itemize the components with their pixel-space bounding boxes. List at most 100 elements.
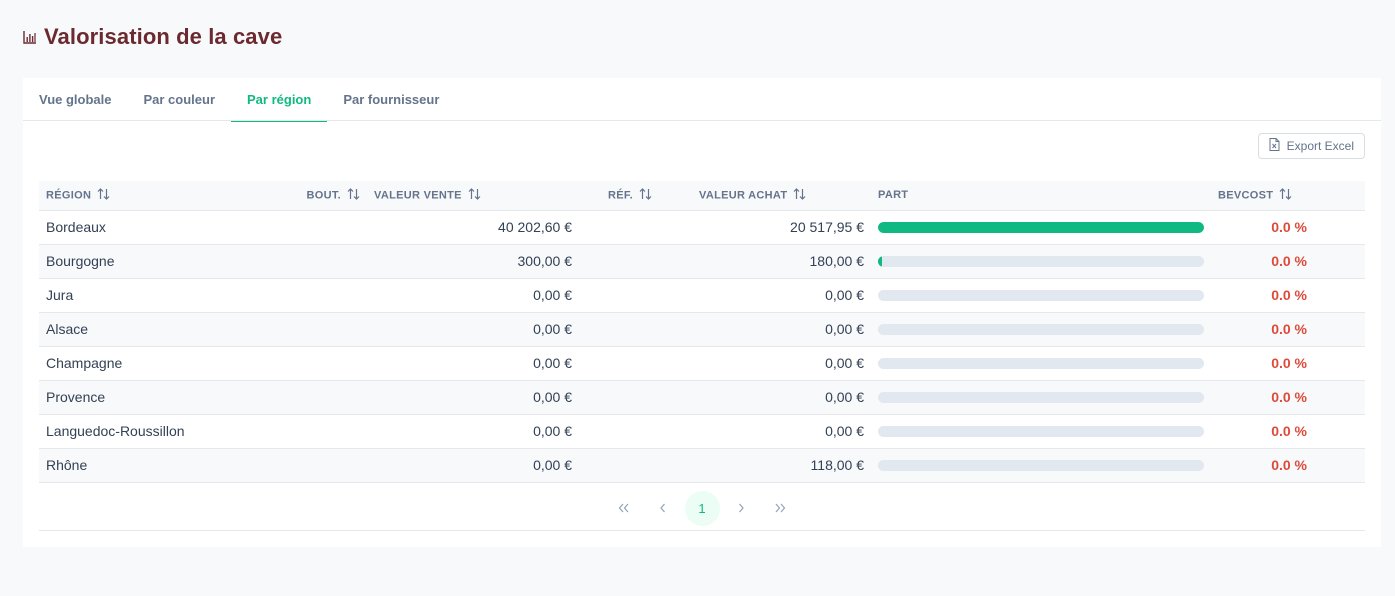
page-title: Valorisation de la cave <box>44 24 283 49</box>
cell-valeur-achat: 0,00 € <box>659 414 871 449</box>
table-row: Rhône 0,00 € 118,00 € 0.0 % <box>39 448 1365 483</box>
cell-bevcost: 0.0 % <box>1211 448 1365 483</box>
tab-par-couleur[interactable]: Par couleur <box>143 92 216 107</box>
pagination: 1 <box>39 486 1365 531</box>
next-page-button[interactable] <box>724 491 759 526</box>
toolbar: Export Excel <box>1257 133 1365 159</box>
cell-bevcost: 0.0 % <box>1211 312 1365 347</box>
cell-bout <box>298 448 367 483</box>
cell-ref <box>579 380 659 415</box>
part-progress-fill <box>878 221 1204 233</box>
cell-bevcost: 0.0 % <box>1211 380 1365 415</box>
column-header-part: Part <box>871 181 1211 211</box>
cell-part <box>871 244 1211 279</box>
part-progress-bar <box>878 357 1204 369</box>
cell-bevcost: 0.0 % <box>1211 244 1365 279</box>
cell-bevcost: 0.0 % <box>1211 278 1365 313</box>
cell-part <box>871 312 1211 347</box>
cell-ref <box>579 448 659 483</box>
table-row: Bordeaux 40 202,60 € 20 517,95 € 0.0 % <box>39 210 1365 245</box>
cell-valeur-vente: 300,00 € <box>367 244 579 279</box>
sort-arrows-icon[interactable] <box>347 187 360 203</box>
cell-bevcost: 0.0 % <box>1211 346 1365 381</box>
page-1-button[interactable]: 1 <box>684 490 720 526</box>
cell-valeur-vente: 0,00 € <box>367 448 579 483</box>
column-header-region[interactable]: Région <box>39 181 298 211</box>
double-chevron-right-icon <box>775 503 786 513</box>
sort-arrows-icon[interactable] <box>1279 187 1292 203</box>
cell-valeur-achat: 0,00 € <box>659 312 871 347</box>
cell-region: Bordeaux <box>39 210 298 245</box>
table-row: Bourgogne 300,00 € 180,00 € 0.0 % <box>39 244 1365 279</box>
bar-chart-icon <box>22 29 38 45</box>
part-progress-bar <box>878 221 1204 233</box>
cell-valeur-vente: 0,00 € <box>367 414 579 449</box>
cell-bout <box>298 380 367 415</box>
cell-part <box>871 414 1211 449</box>
table-row: Languedoc-Roussillon 0,00 € 0,00 € 0.0 % <box>39 414 1365 449</box>
sort-arrows-icon[interactable] <box>97 187 110 203</box>
cell-ref <box>579 244 659 279</box>
cell-valeur-achat: 118,00 € <box>659 448 871 483</box>
cell-part <box>871 380 1211 415</box>
cell-bout <box>298 278 367 313</box>
column-header-bout[interactable]: Bout. <box>298 181 367 211</box>
table-row: Provence 0,00 € 0,00 € 0.0 % <box>39 380 1365 415</box>
part-progress-fill <box>878 255 882 267</box>
cell-valeur-vente: 0,00 € <box>367 346 579 381</box>
chevron-right-icon <box>739 503 744 513</box>
cell-region: Bourgogne <box>39 244 298 279</box>
cell-part <box>871 448 1211 483</box>
part-progress-bar <box>878 255 1204 267</box>
excel-file-icon <box>1269 138 1280 154</box>
cell-bout <box>298 414 367 449</box>
cell-part <box>871 210 1211 245</box>
export-label: Export Excel <box>1286 139 1354 153</box>
region-table-container: Région Bout. Valeur vente Réf. Valeur ac… <box>39 181 1365 483</box>
last-page-button[interactable] <box>763 491 798 526</box>
cell-part <box>871 346 1211 381</box>
sort-arrows-icon[interactable] <box>468 187 481 203</box>
cell-bout <box>298 210 367 245</box>
table-row: Jura 0,00 € 0,00 € 0.0 % <box>39 278 1365 313</box>
column-header-valeur-achat[interactable]: Valeur achat <box>659 181 871 211</box>
cell-bout <box>298 244 367 279</box>
page-header: Valorisation de la cave <box>22 24 282 50</box>
tab-par-region[interactable]: Par région <box>231 78 328 122</box>
export-excel-button[interactable]: Export Excel <box>1257 133 1365 159</box>
table-body: Bordeaux 40 202,60 €20 517,95 €0.0 % Bourg… <box>39 210 1365 483</box>
sort-arrows-icon[interactable] <box>793 187 806 203</box>
sort-arrows-icon[interactable] <box>639 187 652 203</box>
part-progress-bar <box>878 459 1204 471</box>
column-header-ref[interactable]: Réf. <box>579 181 659 211</box>
tab-par-fournisseur[interactable]: Par fournisseur <box>343 92 440 107</box>
part-progress-bar <box>878 323 1204 335</box>
tab-vue-globale[interactable]: Vue globale <box>39 92 112 107</box>
cell-valeur-vente: 0,00 € <box>367 312 579 347</box>
first-page-button[interactable] <box>607 491 642 526</box>
table-row: Champagne 0,00 € 0,00 € 0.0 % <box>39 346 1365 381</box>
tab-bar: Vue globale Par couleur Par région Par f… <box>23 78 1381 122</box>
main-card: Vue globale Par couleur Par région Par f… <box>23 78 1381 547</box>
part-progress-bar <box>878 289 1204 301</box>
cell-valeur-achat: 180,00 € <box>659 244 871 279</box>
cell-ref <box>579 414 659 449</box>
cell-valeur-achat: 0,00 € <box>659 380 871 415</box>
column-header-valeur-vente[interactable]: Valeur vente <box>367 181 579 211</box>
cell-bout <box>298 346 367 381</box>
cell-region: Languedoc-Roussillon <box>39 414 298 449</box>
cell-valeur-vente: 0,00 € <box>367 278 579 313</box>
chevron-left-icon <box>660 503 665 513</box>
cell-part <box>871 278 1211 313</box>
double-chevron-left-icon <box>618 503 629 513</box>
prev-page-button[interactable] <box>646 491 681 526</box>
cell-ref <box>579 312 659 347</box>
part-progress-bar <box>878 391 1204 403</box>
cell-region: Alsace <box>39 312 298 347</box>
cell-region: Champagne <box>39 346 298 381</box>
cell-valeur-vente: 40 202,60 € <box>367 210 579 245</box>
cell-bevcost: 0.0 % <box>1211 414 1365 449</box>
cell-valeur-achat: 0,00 € <box>659 278 871 313</box>
column-header-bevcost[interactable]: BevCost <box>1211 181 1365 211</box>
cell-bout <box>298 312 367 347</box>
